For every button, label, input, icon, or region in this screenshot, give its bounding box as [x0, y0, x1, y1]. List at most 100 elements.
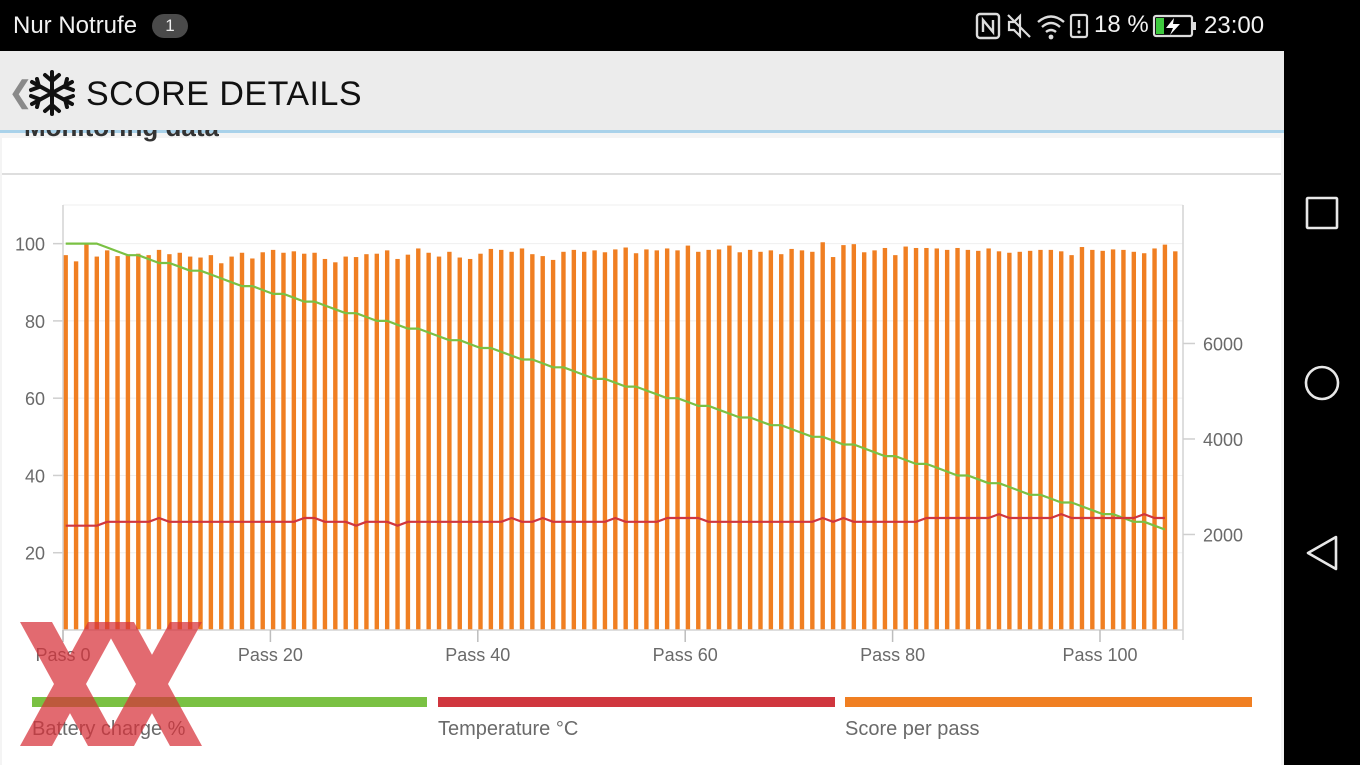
score-bar: [239, 252, 245, 630]
app-bar: ❮ SCORE DETAILS: [0, 51, 1284, 133]
score-bar: [986, 248, 991, 630]
legend-battery-swatch: [32, 697, 427, 707]
score-bar: [1069, 255, 1074, 630]
score-bar: [1027, 250, 1033, 630]
right-tick-label: 4000: [1203, 430, 1243, 450]
score-bar: [478, 253, 483, 630]
score-bar: [654, 250, 659, 630]
score-bar: [913, 247, 919, 630]
score-bar: [136, 253, 141, 630]
score-bar: [747, 249, 753, 630]
battery-charging-icon: [1152, 14, 1196, 38]
score-bar: [1152, 248, 1157, 630]
score-bar: [125, 255, 131, 630]
score-bar: [1121, 249, 1126, 630]
battery-line: [65, 242, 1166, 531]
score-bar: [219, 263, 224, 630]
score-bar: [198, 257, 203, 630]
score-bar: [644, 249, 649, 631]
score-bar: [810, 251, 815, 630]
score-bar: [1110, 249, 1116, 631]
score-bar: [519, 248, 525, 630]
score-bar: [156, 249, 162, 630]
score-bar: [830, 257, 836, 630]
home-circle-icon[interactable]: [1302, 363, 1342, 403]
x-tick-label: Pass 20: [238, 645, 303, 665]
score-bar: [374, 253, 379, 630]
score-bar: [384, 250, 390, 630]
score-bar: [270, 249, 276, 630]
score-bar: [1079, 247, 1085, 631]
score-bar: [799, 250, 805, 630]
score-bar: [146, 255, 151, 630]
score-bar: [281, 252, 286, 630]
notification-badge: 1: [152, 14, 188, 38]
score-bar: [1173, 251, 1178, 630]
score-bar: [177, 252, 182, 630]
mute-icon: [1007, 13, 1031, 39]
score-bar: [851, 244, 857, 631]
right-tick-label: 6000: [1203, 334, 1243, 354]
left-tick-label: 60: [25, 389, 45, 409]
score-bar: [1048, 249, 1054, 630]
score-bar: [789, 248, 794, 630]
score-bar: [727, 245, 732, 630]
score-bar: [561, 251, 566, 630]
score-bar: [903, 246, 908, 631]
x-tick-label: Pass 40: [445, 645, 510, 665]
wifi-icon: [1037, 15, 1065, 40]
score-bar: [613, 249, 618, 631]
score-bar: [1090, 249, 1095, 630]
legend-temperature-swatch: [438, 697, 835, 707]
score-bar: [716, 249, 722, 631]
score-bar: [104, 250, 110, 630]
score-bar: [250, 258, 255, 630]
score-bar: [841, 245, 846, 630]
left-tick-label: 100: [15, 235, 45, 255]
score-bar: [63, 255, 68, 630]
nfc-icon: [975, 12, 1001, 40]
score-bar: [758, 251, 763, 630]
clock: 23:00: [1204, 12, 1265, 39]
score-bar: [779, 254, 784, 630]
legend-score: Score per pass: [845, 697, 1252, 740]
score-bar: [84, 243, 89, 630]
score-bar: [934, 248, 939, 630]
score-bar: [602, 252, 608, 631]
x-tick-label: Pass 80: [860, 645, 925, 665]
page-title: SCORE DETAILS: [86, 75, 363, 113]
score-bar: [509, 251, 514, 630]
score-bar: [530, 254, 535, 630]
back-triangle-icon[interactable]: [1302, 533, 1342, 573]
chart-grid: [63, 204, 1183, 554]
score-bars: [63, 242, 1178, 631]
chevron-left-icon[interactable]: ❮: [8, 76, 34, 109]
score-bar: [457, 257, 462, 630]
score-bar: [115, 256, 120, 630]
score-bar: [353, 257, 359, 630]
status-bar: Nur Notrufe 1 18 % 23:00: [0, 0, 1284, 51]
legend-score-swatch: [845, 697, 1252, 707]
app-screen: Nur Notrufe 1 18 % 23:00: [0, 0, 1284, 765]
x-tick-label: Pass 60: [653, 645, 718, 665]
score-bar: [1131, 251, 1137, 630]
temperature-line: [65, 513, 1165, 527]
score-bar: [467, 258, 473, 630]
score-bar: [540, 256, 545, 630]
score-bar: [426, 252, 431, 630]
score-bar: [322, 258, 328, 630]
score-bar: [582, 251, 587, 630]
section-heading: Monitoring data: [24, 130, 219, 143]
score-bar: [861, 252, 867, 631]
x-tick-label: Pass 100: [1062, 645, 1137, 665]
recents-square-icon[interactable]: [1302, 195, 1342, 231]
score-bar: [208, 255, 214, 630]
score-bar: [1038, 249, 1043, 630]
score-bar: [312, 252, 317, 630]
score-bar: [447, 251, 452, 630]
score-bar: [1141, 253, 1147, 630]
score-bar: [664, 248, 670, 630]
score-bar: [685, 245, 691, 630]
battery-percent: 18 %: [1094, 11, 1149, 38]
